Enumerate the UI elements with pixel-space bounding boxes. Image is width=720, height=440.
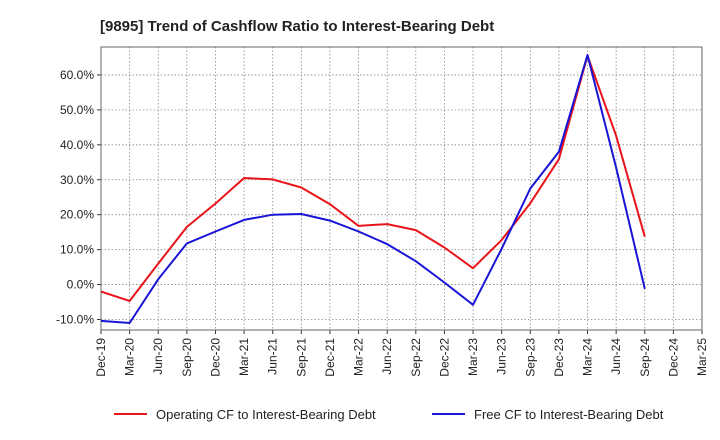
x-tick-label: Jun-22 [380, 338, 394, 375]
x-tick-label: Jun-20 [151, 338, 165, 375]
x-tick-label: Dec-22 [437, 338, 451, 377]
y-tick-label: 0.0% [67, 278, 95, 292]
series-line-operating-cf [100, 54, 646, 302]
x-tick-label: Mar-24 [581, 338, 595, 376]
plot-area: 60.0% 50.0% 40.0% 30.0% 20.0% 10.0% 0.0% -10.0%… [56, 46, 709, 377]
y-tick-label: 10.0% [60, 243, 94, 257]
legend: Operating CF to Interest-Bearing Debt Fr… [114, 407, 664, 422]
y-tick-label: 40.0% [60, 138, 94, 152]
x-tick-label: Jun-21 [266, 338, 280, 375]
x-tick-label: Sep-20 [180, 338, 194, 377]
x-tick-label: Sep-22 [409, 338, 423, 377]
y-tick-label: 30.0% [60, 173, 94, 187]
y-tick-label: -10.0% [56, 313, 94, 327]
series-line-free-cf [100, 54, 646, 324]
legend-label-operating-cf: Operating CF to Interest-Bearing Debt [156, 407, 376, 422]
x-tick-label: Mar-21 [237, 338, 251, 376]
x-tick-label: Mar-23 [466, 338, 480, 376]
x-tick-label: Sep-24 [638, 338, 652, 377]
x-tick-label: Mar-25 [695, 338, 709, 376]
x-tick-label: Sep-21 [294, 338, 308, 377]
x-tick-label: Mar-20 [123, 338, 137, 376]
x-tick-label: Mar-22 [352, 338, 366, 376]
x-tick-label: Dec-21 [323, 338, 337, 377]
x-tick-label: Dec-24 [666, 338, 680, 377]
plot-frame [100, 46, 703, 331]
x-tick-label: Dec-19 [94, 338, 108, 377]
legend-label-free-cf: Free CF to Interest-Bearing Debt [474, 407, 664, 422]
y-tick-label: 60.0% [60, 68, 94, 82]
chart-title: [9895] Trend of Cashflow Ratio to Intere… [100, 18, 494, 35]
x-tick-label: Dec-20 [208, 338, 222, 377]
x-tick-label: Sep-23 [523, 338, 537, 377]
x-tick-label: Jun-23 [495, 338, 509, 375]
x-tick-label: Dec-23 [552, 338, 566, 377]
x-tick-label: Jun-24 [609, 338, 623, 375]
y-tick-label: 50.0% [60, 103, 94, 117]
y-tick-label: 20.0% [60, 208, 94, 222]
